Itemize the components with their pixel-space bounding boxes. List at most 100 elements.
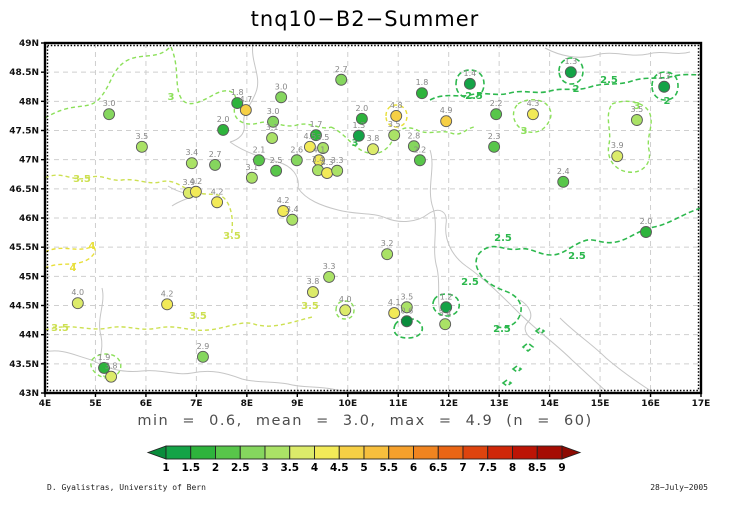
- station-dot: [388, 307, 401, 320]
- colorbar-segment: [512, 445, 538, 460]
- station-dot: [317, 142, 329, 154]
- colorbar-segment: [338, 445, 365, 460]
- station-value-label: 2.7: [209, 150, 222, 159]
- station-dot: [630, 114, 643, 126]
- contour-label: 2.5: [568, 251, 586, 262]
- contour-label: 3.5: [223, 231, 241, 242]
- station-value-label: 2.7: [335, 65, 348, 74]
- y-axis-label: 46N: [19, 214, 39, 224]
- contour-label: 3: [168, 92, 175, 103]
- contour-labels: 3 3 2.5 2 2 2.5 3 3 2.5 2.5 2.5 2.5 3.5 3.5 4 4 3.5 3.5 3.…: [51, 75, 670, 380]
- station-value-label: 2.6: [290, 145, 303, 154]
- station-value-label: 2.0: [356, 104, 369, 113]
- contour-line: [44, 174, 233, 238]
- y-axis-label: 49N: [19, 39, 39, 49]
- station-value-label: 3.4: [439, 309, 452, 318]
- colorbar-tick-label: 2: [212, 462, 219, 474]
- axes: 4E 5E 6E 7E 8E 9E 10E 11E 12E 13E 14E 15E 16E 17E 49N 4…: [9, 39, 710, 409]
- station-dot: [185, 157, 198, 170]
- station-value-label: 2.0: [640, 217, 653, 226]
- station-dot: [367, 143, 379, 156]
- station-dot: [463, 77, 476, 90]
- station-dot: [400, 315, 413, 328]
- colorbar-segment: [487, 445, 513, 460]
- contour-label: 3: [634, 101, 641, 112]
- station-value-label: 1.4: [464, 69, 477, 78]
- station-dot: [355, 112, 368, 125]
- colorbar-tick-label: 9: [558, 462, 565, 474]
- x-axis-label: 5E: [89, 399, 101, 409]
- date-stamp: 28−July−2005: [650, 483, 708, 492]
- station-value-label: 3.0: [267, 107, 280, 116]
- contour-line: [501, 379, 513, 387]
- coastline: [559, 317, 655, 394]
- colorbar-tick-label: 8.5: [528, 462, 547, 474]
- station-dot: [105, 370, 118, 383]
- station-dot: [239, 104, 252, 117]
- x-axis-label: 9E: [291, 399, 303, 409]
- station-value-label: 0.6: [400, 306, 413, 315]
- coastline: [519, 299, 535, 341]
- colorbar-segment: [165, 445, 192, 460]
- contour-line: [44, 316, 313, 332]
- station-value-label: 2.2: [490, 99, 503, 108]
- station-dot: [640, 226, 652, 238]
- station-dot: [557, 175, 570, 188]
- border-line: [229, 141, 299, 189]
- contour-label: 4: [89, 241, 96, 252]
- station-dot: [217, 123, 230, 136]
- station-value-label: 2.2: [414, 145, 427, 154]
- x-axis-label: 10E: [338, 399, 357, 409]
- contour-line: [558, 57, 584, 85]
- contour-label: 3.5: [189, 311, 207, 322]
- station-value-label: 3.5: [136, 132, 149, 141]
- station-dot: [323, 270, 336, 283]
- station-dot: [98, 361, 110, 374]
- y-axis-label: 45N: [19, 272, 39, 282]
- station-value-label: 4.1: [388, 298, 401, 307]
- station-value-label: 4.2: [277, 196, 290, 205]
- station-value-label: 2.3: [488, 132, 501, 141]
- station-value-label: 3.8: [105, 362, 118, 371]
- colorbar-tick-label: 3.5: [280, 462, 299, 474]
- station-dot: [135, 140, 148, 153]
- station-dot: [390, 109, 403, 122]
- station-dot: [103, 108, 116, 121]
- station-dot: [331, 164, 344, 177]
- contour-line: [90, 353, 122, 379]
- station-dot: [321, 167, 334, 180]
- river-line: [544, 47, 691, 58]
- y-axis-label: 43N: [19, 389, 39, 399]
- colorbar-under-arrow: [146, 445, 167, 460]
- y-axis-label: 44.5N: [9, 302, 39, 312]
- station-dot: [270, 164, 283, 177]
- y-axis-label: 48.5N: [9, 68, 39, 78]
- station-dot: [440, 301, 453, 314]
- contour-line: [432, 293, 461, 317]
- x-axis-label: 4E: [39, 399, 51, 409]
- station-value-label: 1.3: [658, 72, 671, 81]
- colorbar-segment: [437, 445, 464, 460]
- colorbar-segment: [190, 445, 216, 460]
- station-dot: [440, 115, 453, 128]
- contour-line: [651, 71, 679, 101]
- x-axis-label: 8E: [241, 399, 253, 409]
- station-value-label: 3.1: [246, 163, 259, 172]
- y-axis-label: 47.5N: [9, 127, 39, 137]
- contour-label: 2.5: [600, 75, 618, 86]
- station-value-label: 4.2: [190, 177, 203, 186]
- contour-line: [534, 327, 546, 335]
- contour-label: 2.5: [465, 91, 483, 102]
- contour-label: 2.5: [461, 277, 479, 288]
- y-axis-label: 45.5N: [9, 243, 39, 253]
- contour-line: [393, 317, 424, 339]
- station-value-label: 4.3: [527, 99, 540, 108]
- x-axis-label: 7E: [190, 399, 202, 409]
- y-axis-label: 43.5N: [9, 360, 39, 370]
- station-value-label: 3.9: [182, 178, 195, 187]
- contour-line: [44, 246, 96, 269]
- colorbar-tick-label: 4: [311, 462, 318, 474]
- x-axis-label: 14E: [540, 399, 559, 409]
- station-dot: [400, 301, 413, 314]
